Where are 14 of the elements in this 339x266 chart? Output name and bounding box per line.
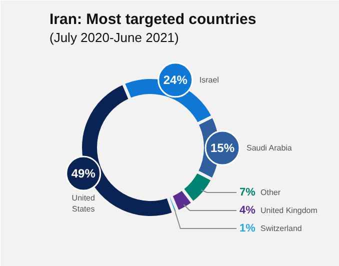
data-label: 49% — [71, 166, 96, 181]
chart-subtitle: (July 2020-June 2021) — [50, 30, 179, 45]
data-label: 4% — [240, 204, 256, 216]
slice-label: Switzerland — [260, 224, 302, 233]
slice-label: United Kingdom — [260, 206, 318, 215]
data-label: 7% — [240, 186, 256, 198]
chart-title: Iran: Most targeted countries — [50, 11, 256, 28]
data-label: 24% — [163, 72, 188, 87]
data-label: 15% — [210, 141, 235, 156]
slice-label: Israel — [199, 75, 220, 84]
slice-label: Saudi Arabia — [246, 144, 292, 153]
data-label: 1% — [240, 222, 256, 234]
slice-label: Other — [260, 188, 281, 197]
slice-label: United States — [72, 194, 95, 214]
